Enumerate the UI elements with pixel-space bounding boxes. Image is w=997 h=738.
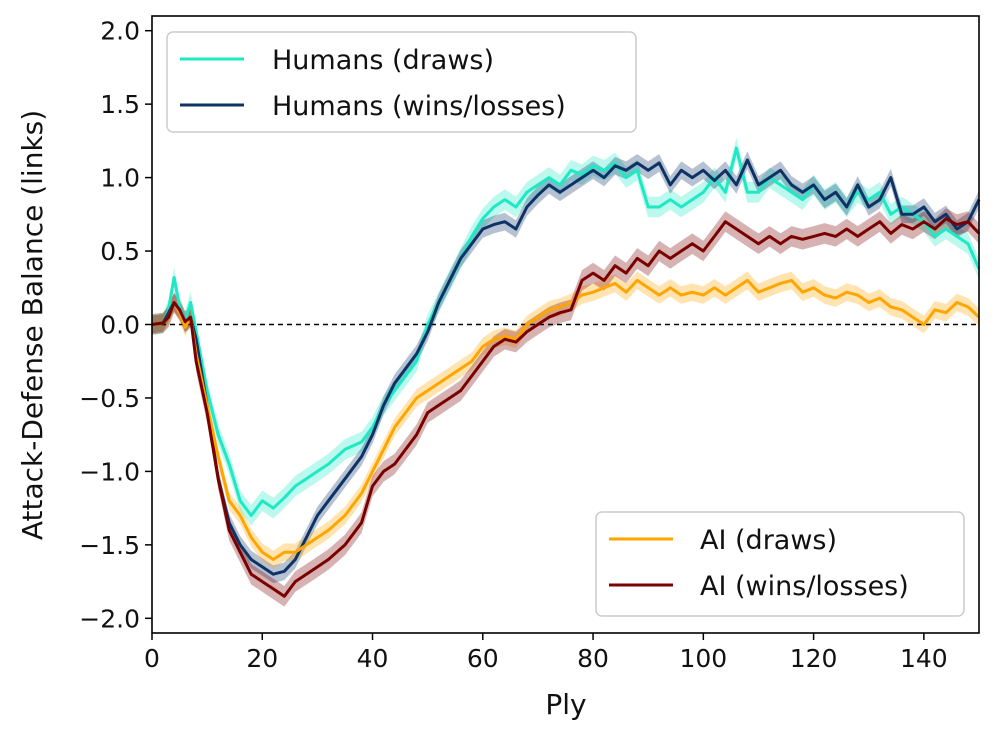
x-tick-label: 100 [679,644,727,673]
y-axis-label: Attack-Defense Balance (links) [16,110,49,540]
x-tick-label: 140 [900,644,948,673]
y-tick-label: 1.0 [100,164,140,193]
series-lines [151,146,981,598]
x-tick-label: 0 [144,644,160,673]
series-line-ai-wins-losses [151,217,981,598]
y-tick-label: 0.5 [100,237,140,266]
legend-label-ai-draws: AI (draws) [700,525,837,556]
y-tick-label: 1.5 [100,90,140,119]
y-tick-label: 0.0 [100,311,140,340]
legend-upper-left: Humans (draws) Humans (wins/losses) [166,31,637,133]
y-tick-label: −1.0 [79,457,140,486]
legend-label-ai-wins-losses: AI (wins/losses) [700,571,909,602]
series-line-humans-wins-losses [151,158,981,576]
axis-ticks: 0 20 40 60 80 100 120 140 2.0 1.5 1.0 0.5 0.0 −0.5 −1.… [79,17,947,673]
y-tick-label: 2.0 [100,17,140,46]
legend-lower-right: AI (draws) AI (wins/losses) [595,511,965,617]
y-tick-label: −1.5 [79,531,140,560]
x-tick-label: 60 [467,644,499,673]
plot-frame [151,15,980,634]
legend-label-humans-wins-losses: Humans (wins/losses) [272,91,566,122]
x-tick-label: 120 [790,644,838,673]
series-line-ai-draws [151,278,981,561]
y-tick-label: −0.5 [79,384,140,413]
x-tick-label: 40 [357,644,389,673]
band-ai-draws [152,271,979,569]
x-axis-label: Ply [545,688,586,721]
y-tick-label: −2.0 [79,604,140,633]
x-tick-label: 80 [577,644,609,673]
legend-label-humans-draws: Humans (draws) [272,45,494,76]
x-tick-label: 20 [246,644,278,673]
